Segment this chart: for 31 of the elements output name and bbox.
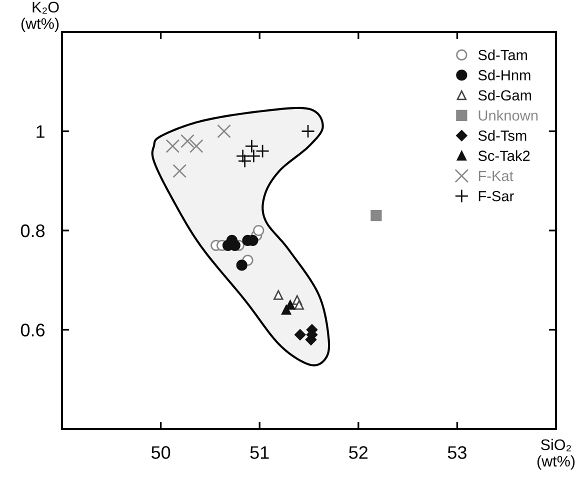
point — [236, 260, 248, 271]
point — [294, 300, 304, 310]
point — [370, 210, 382, 222]
point — [236, 149, 250, 164]
x-tick-label: 52 — [349, 446, 368, 459]
point — [217, 124, 231, 138]
legend-label: Sc-Tak2 — [478, 150, 530, 161]
point — [244, 139, 259, 154]
point — [166, 139, 180, 154]
y-tick-label: 0.8 — [20, 224, 45, 238]
legend-label: Sd-Hnm — [478, 70, 530, 80]
point — [180, 134, 194, 148]
point — [301, 124, 315, 138]
legend-label: F-Sar — [478, 190, 514, 202]
y-tick-label: 1 — [36, 125, 44, 138]
legend-label: Sd-Tsm — [478, 130, 526, 141]
y-tick-label: 0.6 — [20, 324, 45, 336]
point — [172, 164, 187, 178]
legend-label: Unknown — [478, 110, 538, 121]
legend-label: Sd-Gam — [478, 90, 532, 101]
point — [189, 139, 204, 154]
x-tick-label: 50 — [151, 446, 170, 459]
point — [294, 329, 306, 340]
x-tick-label: 53 — [448, 446, 466, 459]
point — [274, 290, 284, 300]
x-axis-title: SiO₂ (wt%) — [537, 438, 575, 470]
point — [253, 224, 264, 236]
y-axis-title: K₂O (wt%) — [21, 2, 59, 32]
legend-label: F-Kat — [478, 170, 514, 182]
x-tick-label: 51 — [250, 446, 269, 459]
legend-label: Sd-Tam — [478, 50, 527, 60]
